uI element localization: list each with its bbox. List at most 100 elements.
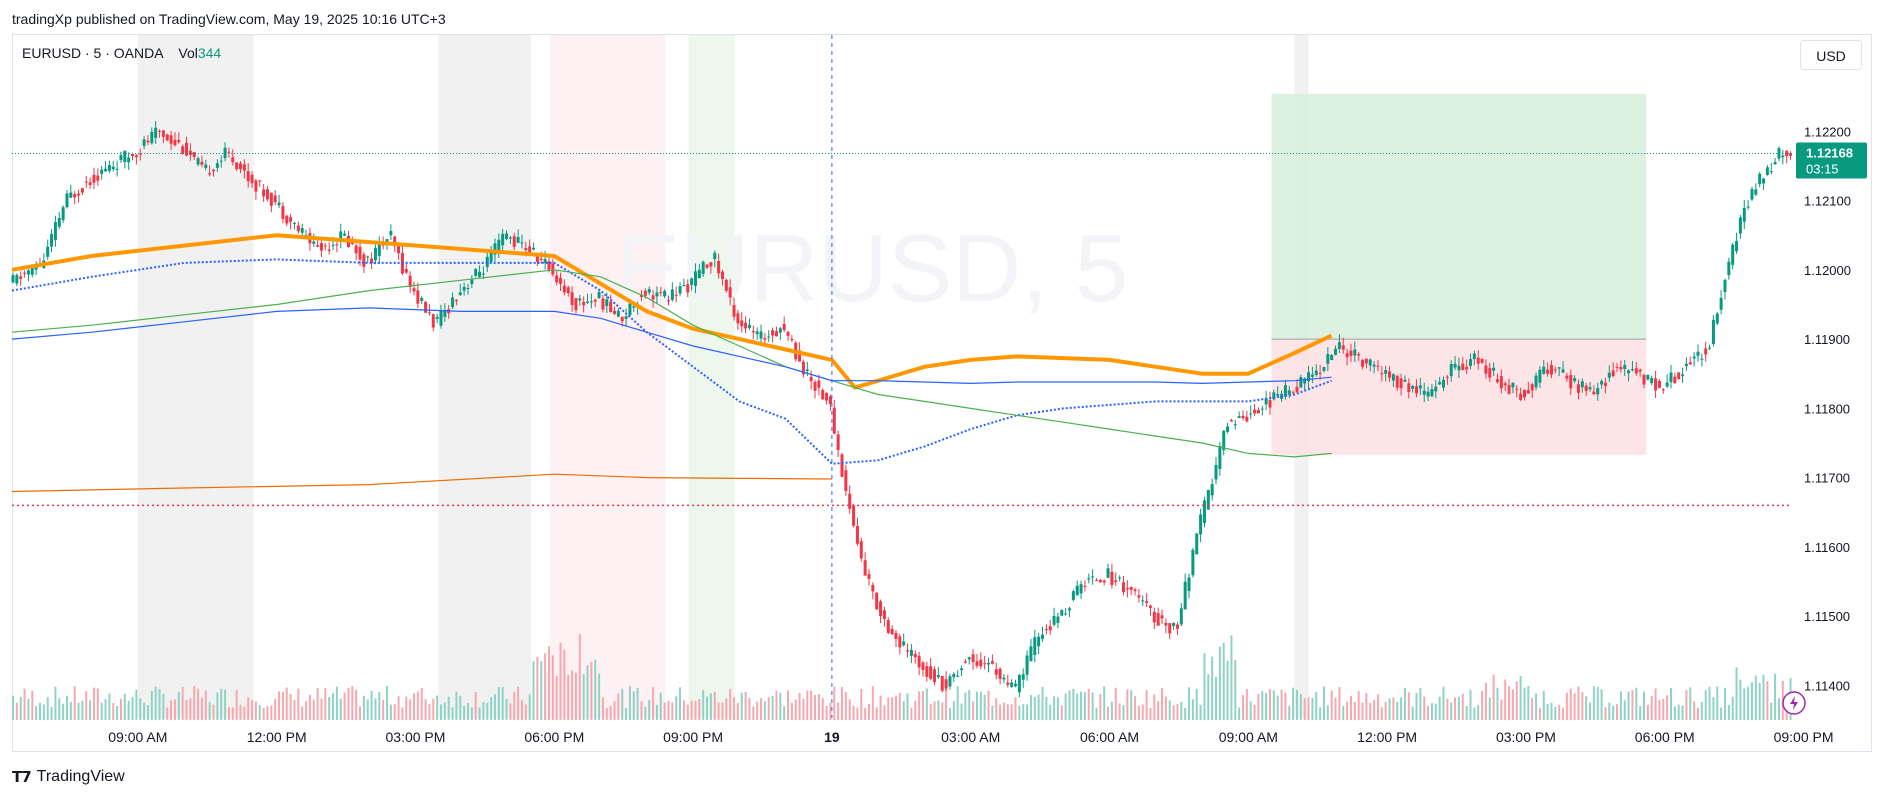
x-tick-label: 09:00 AM xyxy=(1219,729,1278,745)
candle-body xyxy=(115,168,119,170)
volume-bar xyxy=(675,696,678,720)
volume-bar xyxy=(1511,689,1514,720)
volume-bar xyxy=(1114,687,1117,720)
volume-bar xyxy=(667,700,670,720)
candle-body xyxy=(416,290,420,304)
candle-body xyxy=(1723,279,1727,293)
candle-body xyxy=(88,182,92,186)
x-tick-label: 06:00 PM xyxy=(1635,729,1695,745)
target-zone xyxy=(1271,93,1647,340)
candle-body xyxy=(663,290,667,297)
volume-bar xyxy=(409,699,412,720)
volume-bar xyxy=(729,688,732,720)
candle-body xyxy=(104,168,108,172)
candle-body xyxy=(1067,608,1071,611)
candle-body xyxy=(566,287,570,294)
candle-body xyxy=(994,669,998,675)
candle-body xyxy=(242,164,246,171)
candle-body xyxy=(879,601,883,617)
volume-bar xyxy=(999,704,1002,720)
volume-bar xyxy=(104,699,107,720)
volume-bar xyxy=(1427,705,1430,720)
volume-bar xyxy=(478,707,481,720)
candle-body xyxy=(759,331,763,339)
volume-bar xyxy=(50,706,53,720)
volume-bar xyxy=(100,702,103,720)
candle-body xyxy=(1611,370,1615,377)
tradingview-logo-icon: 𝗧𝟳 xyxy=(12,769,32,786)
candle-body xyxy=(181,146,185,154)
volume-bar xyxy=(663,702,666,720)
volume-bar xyxy=(339,698,342,720)
candle-body xyxy=(327,249,331,251)
candle-body xyxy=(1449,363,1453,377)
volume-bar xyxy=(1245,689,1248,720)
volume-bar xyxy=(1384,702,1387,720)
candle-body xyxy=(1172,622,1176,626)
candle-body xyxy=(1326,354,1330,364)
symbol-legend[interactable]: EURUSD · 5 · OANDA Vol344 xyxy=(22,45,221,61)
currency-button[interactable]: USD xyxy=(1800,40,1862,70)
volume-bar xyxy=(281,691,284,720)
volume-bar xyxy=(247,697,250,720)
candle-body xyxy=(323,245,327,247)
volume-bar xyxy=(251,700,254,720)
volume-bar xyxy=(216,692,219,720)
volume-bar xyxy=(902,701,905,720)
candle-body xyxy=(844,470,848,492)
volume-bar xyxy=(520,700,523,720)
candle-body xyxy=(998,668,1002,679)
tradingview-footer[interactable]: 𝗧𝟳 TradingView xyxy=(12,768,125,786)
candle-body xyxy=(262,189,266,197)
candle-body xyxy=(933,669,937,683)
candle-body xyxy=(1580,381,1584,388)
candle-body xyxy=(532,247,536,250)
volume-bar xyxy=(1137,705,1140,720)
volume-bar xyxy=(748,698,751,720)
candle-body xyxy=(929,666,933,679)
candle-body xyxy=(1638,369,1642,372)
candle-body xyxy=(624,316,628,319)
y-tick-label: 1.11500 xyxy=(1804,609,1850,624)
volume-bar xyxy=(1430,703,1433,720)
candle-body xyxy=(1777,148,1781,159)
volume-bar xyxy=(1045,696,1048,720)
volume-bar xyxy=(1720,707,1723,720)
candle-body xyxy=(235,162,239,170)
candle-body xyxy=(1457,365,1461,371)
candle-body xyxy=(771,330,775,336)
candle-body xyxy=(474,268,478,276)
candle-body xyxy=(1226,426,1230,432)
candle-body xyxy=(61,207,65,221)
candle-body xyxy=(1314,370,1318,375)
candle-body xyxy=(605,299,609,307)
candle-body xyxy=(1310,374,1314,377)
volume-bar xyxy=(679,687,682,720)
candle-body xyxy=(574,298,578,311)
candle-body xyxy=(1048,626,1052,631)
candle-body xyxy=(987,662,991,665)
candle-body xyxy=(1349,350,1353,356)
candle-body xyxy=(169,135,173,144)
candle-body xyxy=(200,161,204,165)
volume-bar xyxy=(906,693,909,720)
volume-bar xyxy=(779,692,782,720)
candle-body xyxy=(1700,358,1704,360)
candle-body xyxy=(855,526,859,544)
volume-bar xyxy=(972,701,975,720)
volume-bar xyxy=(343,692,346,720)
symbol-name[interactable]: EURUSD · 5 · OANDA xyxy=(22,45,163,61)
candle-body xyxy=(828,396,832,405)
volume-bar xyxy=(1461,693,1464,720)
candle-body xyxy=(1106,568,1110,578)
volume-bar xyxy=(1481,691,1484,720)
volume-bar xyxy=(860,688,863,720)
candle-body xyxy=(343,233,347,236)
candle-body xyxy=(1156,613,1160,626)
candle-body xyxy=(265,189,269,200)
candle-body xyxy=(1145,601,1149,603)
candle-body xyxy=(562,285,566,293)
candle-body xyxy=(1164,622,1168,626)
candle-body xyxy=(736,313,740,324)
